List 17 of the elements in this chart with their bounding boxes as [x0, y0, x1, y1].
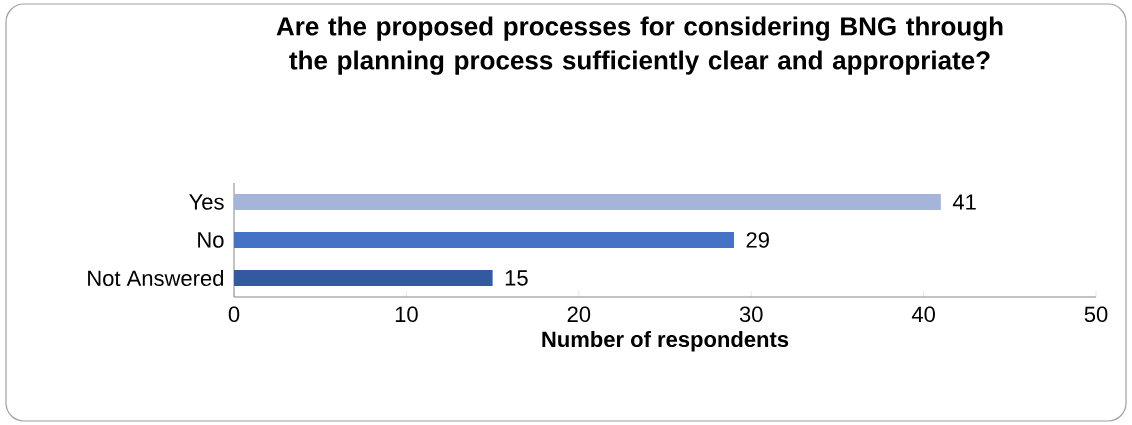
x-tick-label: 10 [395, 306, 418, 323]
x-tick-label: 20 [567, 306, 591, 323]
x-tick-label: 50 [1084, 306, 1108, 323]
y-tick-label: Yes [189, 194, 224, 210]
x-tick-label: 30 [739, 306, 763, 323]
bar [234, 232, 734, 248]
data-label: 29 [746, 232, 769, 248]
x-tick-label: 0 [228, 306, 240, 323]
data-label: 41 [952, 194, 976, 210]
data-label: 15 [505, 270, 528, 286]
y-tick-label: Not Answered [88, 269, 224, 287]
x-axis-title: Number of respondents [542, 330, 789, 352]
bar [234, 194, 941, 210]
bar [234, 270, 493, 286]
chart-title: Are the proposed processes for considering BNG through the planning process sufficiently clear and appropriate? [276, 16, 1003, 75]
x-tick-label: 40 [911, 306, 935, 323]
y-tick-label: No [198, 232, 224, 248]
